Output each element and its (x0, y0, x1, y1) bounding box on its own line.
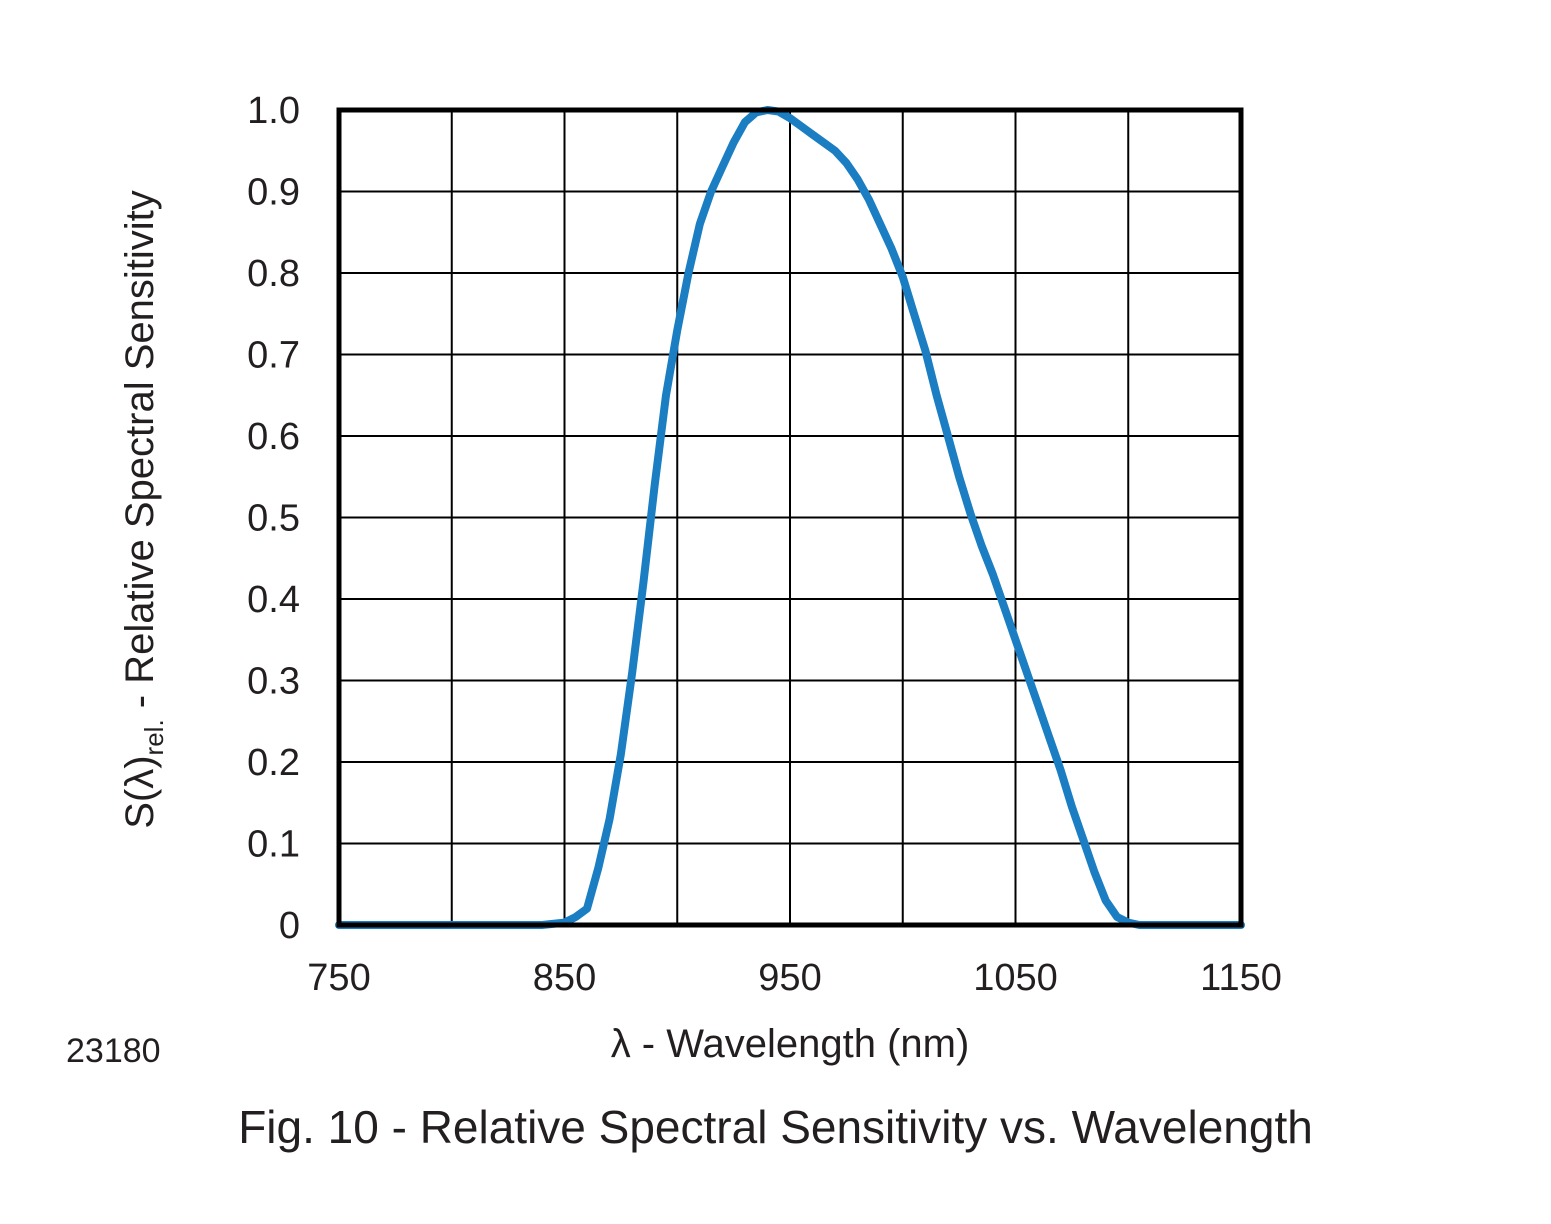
x-tick-label: 850 (533, 957, 596, 999)
x-axis-label: λ - Wavelength (nm) (611, 1022, 970, 1066)
data-series-line (335, 106, 1245, 929)
x-tick-label: 950 (758, 957, 821, 999)
y-tick-label: 0.5 (247, 498, 300, 540)
y-axis-label-main: S(λ) (118, 755, 162, 828)
y-tick-label: 1.0 (247, 90, 300, 132)
data-series-layer (335, 106, 1245, 929)
figure-caption: Fig. 10 - Relative Spectral Sensitivity … (238, 1101, 1313, 1153)
plot-frame (336, 107, 1244, 928)
y-tick-label: 0.9 (247, 172, 300, 214)
y-axis-label-suffix: - Relative Spectral Sensitivity (118, 190, 162, 719)
y-axis-label: S(λ)rel. - Relative Spectral Sensitivity (118, 190, 169, 829)
y-tick-label: 0.6 (247, 416, 300, 458)
y-tick-label: 0.7 (247, 335, 300, 377)
y-tick-label: 0.8 (247, 253, 300, 295)
y-tick-labels: 0 0.1 0.2 0.3 0.4 0.5 0.6 0.7 0.8 0.9 1.0 (247, 90, 300, 947)
x-tick-labels: 750 850 950 1050 1150 (307, 957, 1282, 999)
figure-number: 23180 (66, 1032, 161, 1070)
x-tick-label: 1150 (1200, 957, 1282, 999)
x-tick-label: 1050 (973, 957, 1058, 999)
y-tick-label: 0.1 (247, 824, 300, 866)
y-axis-label-subscript: rel. (139, 719, 169, 755)
y-tick-label: 0.2 (247, 742, 300, 784)
y-tick-label: 0.3 (247, 661, 300, 703)
grid-lines (339, 110, 1241, 925)
y-tick-label: 0.4 (247, 579, 300, 621)
x-tick-label: 750 (307, 957, 370, 999)
y-tick-label: 0 (279, 905, 300, 947)
